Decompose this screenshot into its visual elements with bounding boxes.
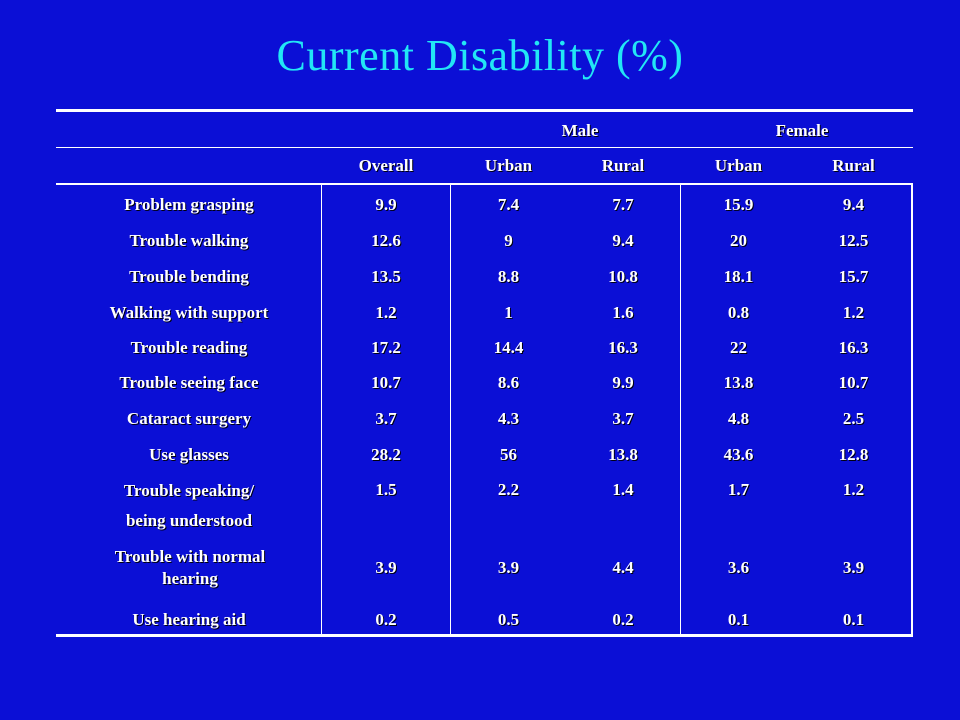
table-cell: 15.9 [723,195,754,214]
table-cell: 2.2 [497,480,520,499]
table-cell: 1.5 [375,480,397,499]
table-cell: 17.2 [371,338,401,357]
table-top-rule [56,109,913,112]
table-right-border [911,185,913,635]
header-mid-rule [56,147,913,148]
table-cell: 22 [730,338,747,357]
table-cell: 56 [500,445,517,464]
row-label-problem-grasping: Problem grasping [124,195,254,214]
table-cell: 7.4 [497,195,520,214]
table-cell: 0.5 [497,610,520,629]
table-cell: 0.1 [842,610,865,629]
table-cell: 3.7 [612,409,634,428]
table-cell: 4.8 [727,409,750,428]
table-cell: 16.3 [838,338,869,357]
table-cell: 9.4 [612,231,634,250]
table-cell: 20 [730,231,747,250]
female-group-header: Female [775,121,829,140]
table-cell: 0.2 [375,610,397,629]
table-cell: 1.6 [612,303,634,322]
overall-column-divider [450,185,451,635]
table-cell: 13.8 [608,445,638,464]
column-header-male-urban: Urban [484,156,533,175]
table-cell: 18.1 [723,267,754,286]
table-cell: 1.2 [375,303,397,322]
table-cell: 4.3 [497,409,520,428]
table-cell: 9.9 [375,195,397,214]
table-cell: 8.6 [497,373,520,392]
row-label-trouble-speaking-line2: being understood [125,511,253,530]
table-cell: 9.4 [842,195,865,214]
table-cell: 1.2 [842,303,865,322]
table-cell: 8.8 [497,267,520,286]
table-cell: 3.7 [375,409,397,428]
table-cell: 2.5 [842,409,865,428]
table-cell: 3.9 [375,558,397,577]
table-cell: 3.9 [497,558,520,577]
male-group-header: Male [561,121,599,140]
table-cell: 43.6 [723,445,754,464]
table-cell: 0.8 [727,303,750,322]
table-cell: 1.7 [727,480,750,499]
row-label-trouble-with-normal-hearing: Trouble with normal hearing [114,547,266,588]
row-label-use-hearing-aid: Use hearing aid [132,610,246,629]
table-cell: 9.9 [612,373,634,392]
table-cell: 12.5 [838,231,869,250]
column-header-male-rural: Rural [601,156,645,175]
row-label-cataract-surgery: Cataract surgery [126,409,252,428]
table-cell: 3.6 [727,558,750,577]
table-cell: 7.7 [612,195,634,214]
row-label-trouble-reading: Trouble reading [130,338,248,357]
table-cell: 9 [504,231,513,250]
table-cell: 1.4 [612,480,634,499]
table-bottom-rule [56,634,913,637]
table-cell: 4.4 [612,558,634,577]
table-cell: 1 [504,303,513,322]
table-cell: 10.7 [838,373,869,392]
table-cell: 10.8 [608,267,638,286]
label-column-divider [321,185,322,635]
page-title: Current Disability (%) [276,31,684,80]
table-cell: 13.5 [371,267,401,286]
table-cell: 14.4 [493,338,524,357]
row-label-trouble-bending: Trouble bending [129,267,249,286]
row-label-use-glasses: Use glasses [149,445,229,464]
column-header-overall: Overall [358,156,414,175]
table-cell: 28.2 [371,445,401,464]
table-cell: 12.6 [371,231,401,250]
table-cell: 0.1 [727,610,750,629]
table-cell: 10.7 [371,373,401,392]
table-cell: 3.9 [842,558,865,577]
column-header-female-rural: Rural [832,156,875,175]
table-cell: 15.7 [838,267,869,286]
table-cell: 13.8 [723,373,754,392]
row-label-trouble-speaking-line1: Trouble speaking/ [123,481,255,500]
table-cell: 1.2 [842,480,865,499]
header-bottom-rule [56,183,913,185]
row-label-trouble-seeing-face: Trouble seeing face [119,373,259,392]
gender-column-divider [680,185,681,635]
row-label-trouble-walking: Trouble walking [129,231,249,250]
column-header-female-urban: Urban [714,156,763,175]
table-cell: 16.3 [608,338,638,357]
row-label-walking-with-support: Walking with support [109,303,269,322]
table-cell: 12.8 [838,445,869,464]
table-cell: 0.2 [612,610,634,629]
